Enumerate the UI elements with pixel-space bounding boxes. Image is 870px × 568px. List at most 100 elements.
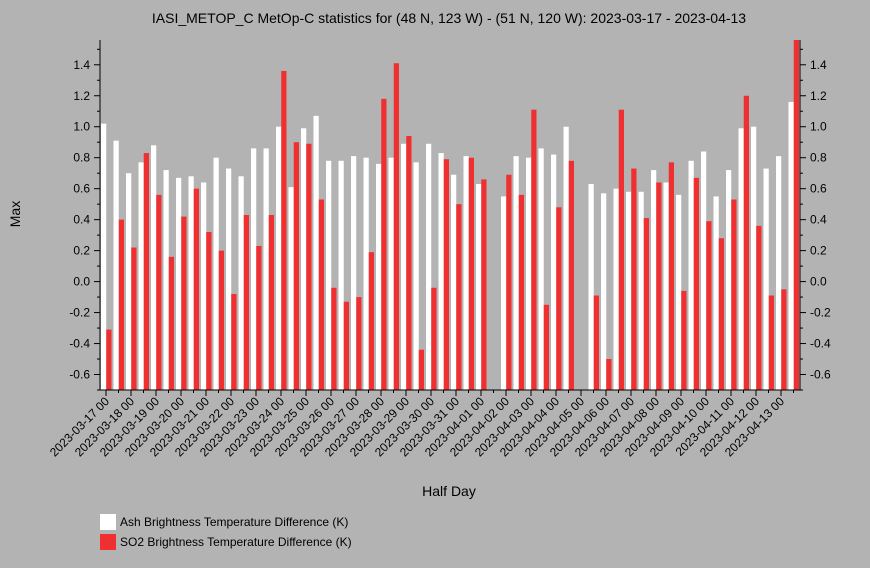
y-tick-label-left: 1.2	[73, 89, 90, 103]
so2-bar	[393, 63, 399, 390]
y-tick-label-right: 1.4	[810, 58, 827, 72]
so2-bar	[356, 297, 362, 390]
y-tick-label-left: 1.4	[73, 58, 90, 72]
ash-bar	[451, 174, 457, 390]
ash-bar	[463, 156, 469, 390]
y-tick-label-left: 0.8	[73, 151, 90, 165]
ash-bar	[676, 194, 682, 390]
bars-group	[101, 40, 799, 390]
ash-bar	[538, 148, 544, 390]
x-axis-label: Half Day	[422, 483, 476, 499]
ash-bar	[713, 196, 719, 390]
ash-bar	[326, 160, 332, 390]
ash-bar	[313, 115, 319, 390]
chart-title: IASI_METOP_C MetOp-C statistics for (48 …	[152, 10, 746, 26]
y-tick-label-left: -0.2	[69, 306, 90, 320]
ash-bar	[701, 151, 707, 390]
so2-bar	[431, 287, 437, 390]
ash-bar	[363, 157, 369, 390]
so2-bar	[506, 174, 512, 390]
ash-bar	[638, 191, 644, 390]
y-tick-label-left: 0.4	[73, 213, 90, 227]
so2-bar	[306, 143, 312, 390]
legend-swatch-ash	[100, 514, 116, 530]
ash-bar	[338, 160, 344, 390]
y-tick-label-right: 0.0	[810, 275, 827, 289]
so2-bar	[193, 188, 199, 390]
so2-bar	[606, 359, 612, 390]
ash-bar	[476, 184, 482, 390]
so2-bar	[718, 238, 724, 390]
so2-bar	[293, 142, 299, 390]
ash-bar	[176, 177, 182, 390]
ash-bar	[288, 187, 294, 390]
y-tick-label-left: -0.4	[69, 337, 90, 351]
so2-bar	[743, 95, 749, 390]
ash-bar	[513, 156, 519, 390]
legend-swatch-so2	[100, 534, 116, 550]
ash-bar	[563, 126, 569, 390]
so2-bar	[631, 168, 637, 390]
so2-bar	[181, 216, 187, 390]
so2-bar	[331, 287, 337, 390]
legend-item-so2: SO2 Brightness Temperature Difference (K…	[100, 532, 352, 552]
so2-bar	[756, 225, 762, 390]
y-tick-label-right: 1.2	[810, 89, 827, 103]
ash-bar	[101, 123, 107, 390]
so2-bar	[643, 218, 649, 390]
ash-bar	[188, 176, 194, 390]
y-tick-label-left: 0.6	[73, 182, 90, 196]
so2-bar	[481, 179, 487, 390]
so2-bar	[118, 219, 124, 390]
so2-bar	[156, 194, 162, 390]
ash-bar	[113, 140, 119, 390]
y-tick-label-right: 0.6	[810, 182, 827, 196]
ash-bar	[763, 168, 769, 390]
so2-bar	[456, 204, 462, 390]
so2-bar	[518, 194, 524, 390]
so2-bar	[106, 329, 112, 390]
ash-bar	[138, 162, 144, 390]
ash-bar	[688, 160, 694, 390]
ash-bar	[388, 157, 394, 390]
so2-bar	[168, 256, 174, 390]
ash-bar	[776, 156, 782, 390]
so2-bar	[343, 301, 349, 390]
so2-bar	[793, 40, 799, 390]
so2-bar	[618, 109, 624, 390]
y-tick-label-right: -0.2	[810, 306, 831, 320]
so2-bar	[656, 182, 662, 390]
so2-bar	[531, 109, 537, 390]
so2-bar	[281, 70, 287, 390]
y-axis-label: Max	[7, 201, 23, 227]
ash-bar	[438, 153, 444, 390]
ash-bar	[501, 196, 507, 390]
y-tick-label-right: -0.6	[810, 368, 831, 382]
legend: Ash Brightness Temperature Difference (K…	[100, 512, 352, 552]
so2-bar	[693, 177, 699, 390]
ash-bar	[601, 193, 607, 390]
ash-bar	[788, 101, 794, 390]
legend-label-so2: SO2 Brightness Temperature Difference (K…	[120, 535, 352, 549]
y-tick-label-right: 0.4	[810, 213, 827, 227]
so2-bar	[243, 215, 249, 390]
ash-bar	[201, 182, 207, 390]
ash-bar	[663, 182, 669, 390]
y-tick-label-right: 0.8	[810, 151, 827, 165]
so2-bar	[443, 159, 449, 390]
so2-bar	[131, 247, 137, 390]
ash-bar	[413, 162, 419, 390]
ash-bar	[376, 163, 382, 390]
ash-bar	[588, 184, 594, 390]
so2-bar	[781, 289, 787, 390]
so2-bar	[218, 250, 224, 390]
so2-bar	[668, 162, 674, 390]
so2-bar	[406, 136, 412, 390]
ash-bar	[301, 128, 307, 390]
ash-bar	[738, 128, 744, 390]
ash-bar	[651, 170, 657, 390]
ash-bar	[726, 170, 732, 390]
y-tick-label-left: 1.0	[73, 120, 90, 134]
so2-bar	[143, 153, 149, 390]
